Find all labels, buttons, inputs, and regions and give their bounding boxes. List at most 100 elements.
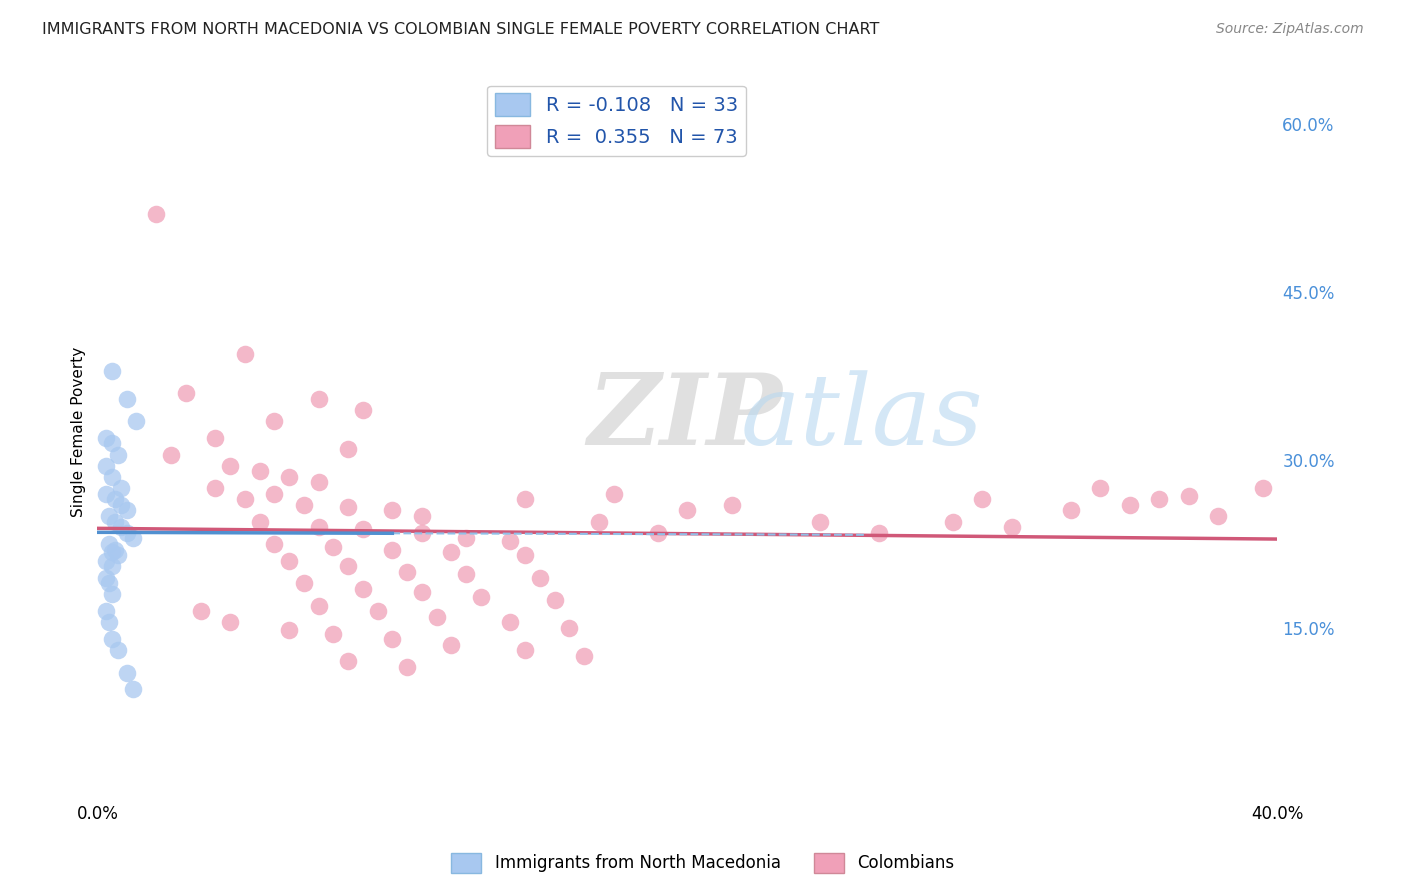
- Point: [145, 207, 167, 221]
- Point: [426, 609, 449, 624]
- Point: [308, 599, 330, 613]
- Point: [233, 492, 256, 507]
- Point: [101, 363, 124, 377]
- Point: [456, 532, 478, 546]
- Point: [1001, 520, 1024, 534]
- Point: [101, 436, 124, 450]
- Point: [101, 470, 124, 484]
- Point: [219, 615, 242, 630]
- Legend: R = -0.108   N = 33, R =  0.355   N = 73: R = -0.108 N = 33, R = 0.355 N = 73: [488, 86, 745, 156]
- Point: [115, 392, 138, 406]
- Point: [337, 500, 360, 514]
- Point: [308, 392, 330, 406]
- Point: [278, 470, 301, 484]
- Point: [367, 604, 389, 618]
- Point: [808, 515, 831, 529]
- Point: [308, 475, 330, 490]
- Point: [115, 503, 138, 517]
- Point: [107, 448, 129, 462]
- Point: [104, 492, 127, 507]
- Point: [322, 626, 344, 640]
- Point: [942, 515, 965, 529]
- Point: [499, 533, 522, 548]
- Point: [96, 571, 118, 585]
- Point: [104, 515, 127, 529]
- Point: [381, 503, 404, 517]
- Point: [204, 481, 226, 495]
- Point: [676, 503, 699, 517]
- Point: [110, 481, 132, 495]
- Point: [529, 571, 551, 585]
- Point: [868, 525, 890, 540]
- Point: [322, 541, 344, 555]
- Point: [440, 638, 463, 652]
- Point: [396, 660, 419, 674]
- Point: [647, 525, 669, 540]
- Point: [110, 498, 132, 512]
- Point: [381, 542, 404, 557]
- Point: [720, 498, 742, 512]
- Point: [308, 520, 330, 534]
- Point: [1060, 503, 1083, 517]
- Point: [352, 582, 374, 596]
- Text: Source: ZipAtlas.com: Source: ZipAtlas.com: [1216, 22, 1364, 37]
- Point: [572, 648, 595, 663]
- Point: [292, 498, 315, 512]
- Point: [204, 431, 226, 445]
- Point: [381, 632, 404, 647]
- Point: [110, 520, 132, 534]
- Point: [98, 615, 121, 630]
- Point: [972, 492, 994, 507]
- Point: [263, 486, 285, 500]
- Point: [115, 665, 138, 680]
- Legend: Immigrants from North Macedonia, Colombians: Immigrants from North Macedonia, Colombi…: [444, 847, 962, 880]
- Point: [96, 431, 118, 445]
- Point: [249, 464, 271, 478]
- Point: [337, 655, 360, 669]
- Point: [352, 523, 374, 537]
- Point: [513, 492, 536, 507]
- Point: [96, 604, 118, 618]
- Point: [101, 545, 124, 559]
- Point: [456, 567, 478, 582]
- Point: [1149, 492, 1171, 507]
- Point: [411, 509, 433, 524]
- Point: [96, 486, 118, 500]
- Point: [558, 621, 581, 635]
- Point: [411, 585, 433, 599]
- Point: [1090, 481, 1112, 495]
- Point: [263, 414, 285, 428]
- Point: [96, 554, 118, 568]
- Point: [440, 545, 463, 559]
- Y-axis label: Single Female Poverty: Single Female Poverty: [72, 347, 86, 517]
- Point: [513, 548, 536, 562]
- Point: [513, 643, 536, 657]
- Point: [1208, 509, 1230, 524]
- Point: [1178, 489, 1201, 503]
- Point: [499, 615, 522, 630]
- Point: [396, 565, 419, 579]
- Point: [470, 590, 492, 604]
- Point: [101, 632, 124, 647]
- Point: [98, 509, 121, 524]
- Point: [96, 458, 118, 473]
- Point: [263, 537, 285, 551]
- Point: [121, 682, 143, 697]
- Text: ZIP: ZIP: [588, 369, 782, 466]
- Point: [278, 623, 301, 637]
- Point: [98, 537, 121, 551]
- Point: [101, 559, 124, 574]
- Point: [98, 576, 121, 591]
- Point: [219, 458, 242, 473]
- Point: [1251, 481, 1274, 495]
- Point: [352, 402, 374, 417]
- Point: [1119, 498, 1142, 512]
- Point: [543, 593, 565, 607]
- Point: [107, 643, 129, 657]
- Point: [101, 587, 124, 601]
- Point: [249, 515, 271, 529]
- Point: [337, 559, 360, 574]
- Point: [278, 554, 301, 568]
- Point: [190, 604, 212, 618]
- Point: [121, 532, 143, 546]
